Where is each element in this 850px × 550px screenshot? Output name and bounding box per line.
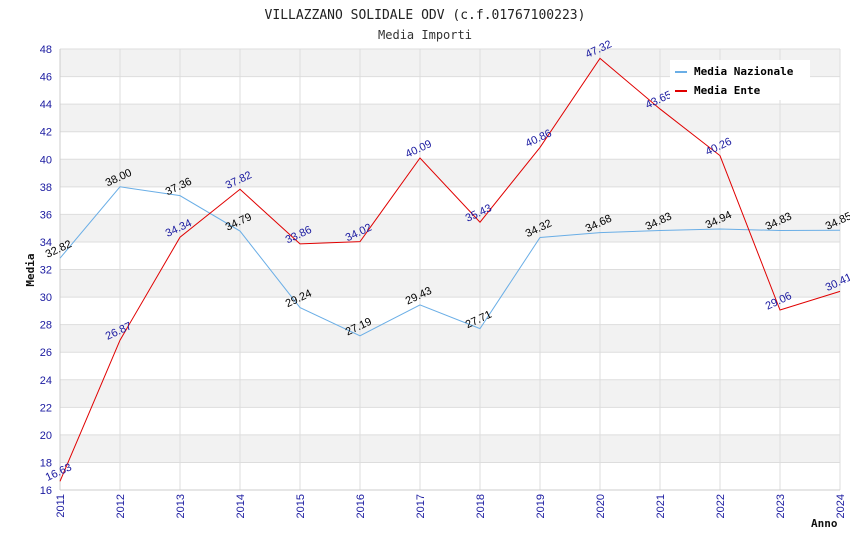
y-tick-label: 42 (40, 127, 52, 139)
x-tick-label: 2018 (475, 494, 487, 518)
x-tick-label: 2022 (715, 494, 727, 518)
x-tick-label: 2024 (835, 494, 847, 518)
grid-band (60, 269, 840, 298)
legend: Media Nazionale Media Ente (670, 60, 810, 100)
grid-band (60, 352, 840, 380)
x-tick-label: 2020 (595, 494, 607, 518)
grid-band (60, 324, 840, 353)
x-axis-label: Anno (811, 517, 838, 530)
x-tick-label: 2015 (295, 494, 307, 518)
x-tick-label: 2019 (535, 494, 547, 518)
legend-label-nazionale: Media Nazionale (694, 65, 794, 78)
x-tick-label: 2021 (655, 494, 667, 518)
legend-box (670, 60, 810, 100)
grid-band (60, 159, 840, 187)
y-tick-label: 46 (40, 72, 52, 84)
legend-label-ente: Media Ente (694, 84, 761, 97)
series-lines (59, 57, 841, 482)
y-tick-label: 44 (40, 99, 52, 111)
x-tick-label: 2013 (175, 494, 187, 518)
y-tick-label: 48 (40, 44, 52, 56)
chart-title: VILLAZZANO SOLIDALE ODV (c.f.01767100223… (265, 8, 586, 23)
y-axis-ticks: 16 18 20 22 24 26 28 30 32 34 36 38 40 42 44 46 48 (40, 44, 52, 497)
x-tick-label: 2011 (55, 494, 67, 518)
y-tick-label: 26 (40, 347, 52, 359)
series-line-media-ente (59, 57, 841, 482)
grid-band (60, 407, 840, 435)
y-tick-label: 32 (40, 265, 52, 277)
x-axis-ticks: 2011 2012 2013 2014 2015 2016 2017 2018 2019 2020… (55, 494, 847, 518)
grid-band (60, 462, 840, 490)
y-tick-label: 30 (40, 292, 52, 304)
y-tick-label: 20 (40, 430, 52, 442)
y-tick-label: 18 (40, 457, 52, 469)
x-tick-label: 2016 (355, 494, 367, 518)
x-tick-label: 2012 (115, 494, 127, 518)
y-tick-label: 28 (40, 320, 52, 332)
x-tick-label: 2023 (775, 494, 787, 518)
chart-subtitle: Media Importi (378, 28, 472, 42)
y-tick-label: 16 (40, 485, 52, 497)
y-axis-label: Media (24, 253, 37, 286)
grid-band (60, 104, 840, 132)
grid-band (60, 186, 840, 215)
y-tick-label: 24 (40, 375, 52, 387)
x-tick-label: 2014 (235, 494, 247, 518)
grid-band (60, 297, 840, 325)
y-tick-label: 40 (40, 154, 52, 166)
series-line-media-nazionale (59, 186, 841, 337)
y-tick-label: 38 (40, 182, 52, 194)
grid-band (60, 379, 840, 408)
y-tick-label: 22 (40, 402, 52, 414)
y-tick-label: 34 (40, 237, 52, 249)
x-tick-label: 2017 (415, 494, 427, 518)
grid-bands (60, 49, 840, 490)
grid-band (60, 214, 840, 242)
y-tick-label: 36 (40, 209, 52, 221)
grid-band (60, 131, 840, 160)
grid-lines (59, 48, 841, 491)
grid-band (60, 241, 840, 270)
grid-band (60, 434, 840, 463)
